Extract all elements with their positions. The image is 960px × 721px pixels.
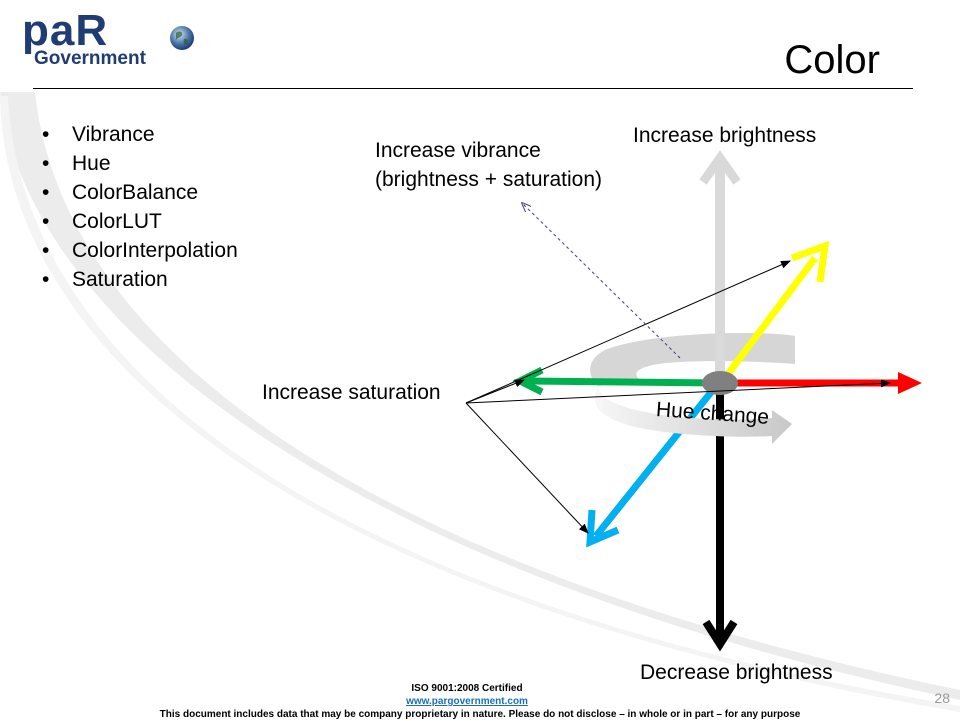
increase-brightness-label: Increase brightness [633, 124, 817, 147]
globe-icon [170, 26, 194, 50]
increase-brightness-arrow [699, 150, 741, 382]
bullet-item: ColorLUT [40, 207, 238, 236]
vibrance-label-line2: (brightness + saturation) [375, 168, 603, 191]
bullet-item: Vibrance [40, 120, 238, 149]
hue-ribbon-front [594, 386, 792, 444]
bullet-item: ColorBalance [40, 178, 238, 207]
vibrance-label-line1: Increase vibrance [375, 139, 541, 162]
saturation-line [465, 402, 589, 534]
hue-ribbon-back [590, 332, 795, 386]
title-divider [33, 88, 913, 89]
page-number: 28 [934, 690, 950, 706]
decrease-brightness-label: Decrease brightness [640, 661, 833, 684]
saturation-line [465, 379, 525, 404]
bullet-item: Saturation [40, 265, 238, 294]
red-arrow [722, 372, 922, 394]
blue-arrow [586, 383, 719, 548]
vibrance-dashed-line [522, 203, 681, 359]
logo-brand-text: paR [22, 6, 109, 55]
increase-saturation-label: Increase saturation [262, 381, 441, 404]
company-logo: paR Government [22, 6, 202, 76]
bullet-item: Hue [40, 149, 238, 178]
yellow-arrow [719, 240, 830, 385]
certification-text: ISO 9001:2008 Certified [411, 683, 523, 694]
saturation-line [465, 260, 791, 404]
saturation-line [465, 379, 891, 404]
logo-subtitle: Government [34, 48, 146, 69]
center-point [702, 371, 738, 395]
bullet-list: Vibrance Hue ColorBalance ColorLUT Color… [40, 120, 238, 294]
disclaimer-text: This document includes data that may be … [159, 709, 801, 720]
bullet-item: ColorInterpolation [40, 236, 238, 265]
increase-vibrance-label: Increase vibrance (brightness + saturati… [375, 136, 602, 194]
slide-title: Color [784, 38, 880, 82]
website-link[interactable]: www.pargovernment.com [406, 696, 528, 707]
